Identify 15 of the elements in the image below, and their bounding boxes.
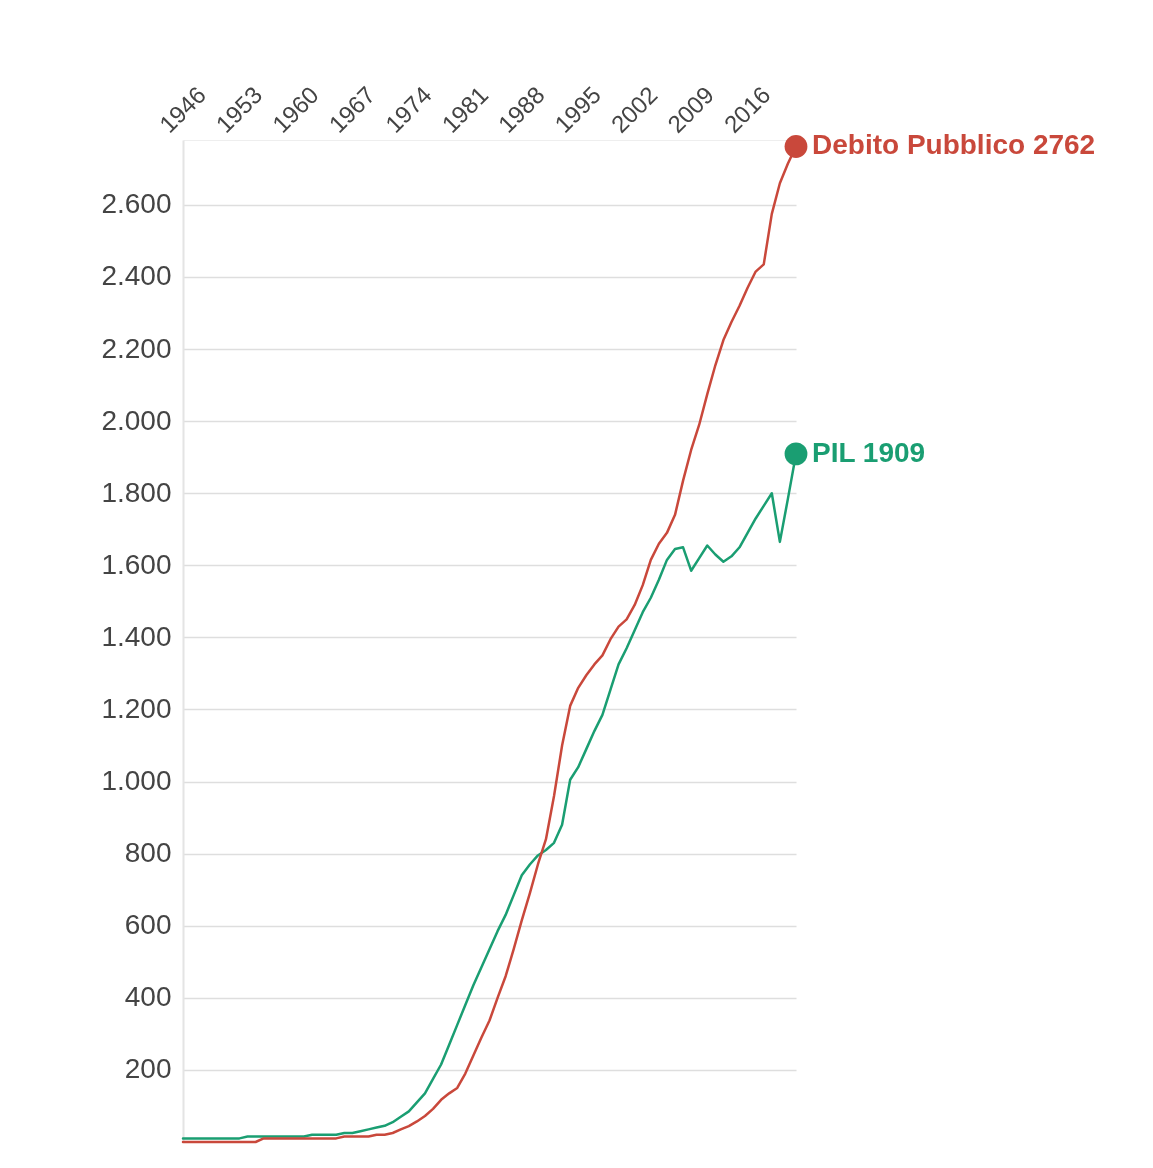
y-tick-label: 800: [124, 837, 172, 869]
y-tick-label: 2.600: [101, 188, 172, 220]
y-tick-label: 400: [124, 981, 172, 1013]
y-tick-label: 1.600: [101, 548, 172, 580]
y-tick-label: 2.200: [101, 332, 172, 364]
y-tick-label: 1.400: [101, 620, 172, 652]
text: PIL 1909: [812, 436, 926, 468]
y-tick-label: 600: [124, 909, 172, 941]
y-tick-label: 2.400: [101, 260, 172, 292]
text: Debito Pubblico 2762: [812, 129, 1096, 161]
y-tick-label: 1.800: [101, 476, 172, 508]
y-tick-label: 2.000: [101, 404, 172, 436]
y-tick-label: 1.200: [101, 692, 172, 724]
y-tick-label: 200: [124, 1053, 172, 1085]
y-tick-label: 1.000: [101, 765, 172, 797]
